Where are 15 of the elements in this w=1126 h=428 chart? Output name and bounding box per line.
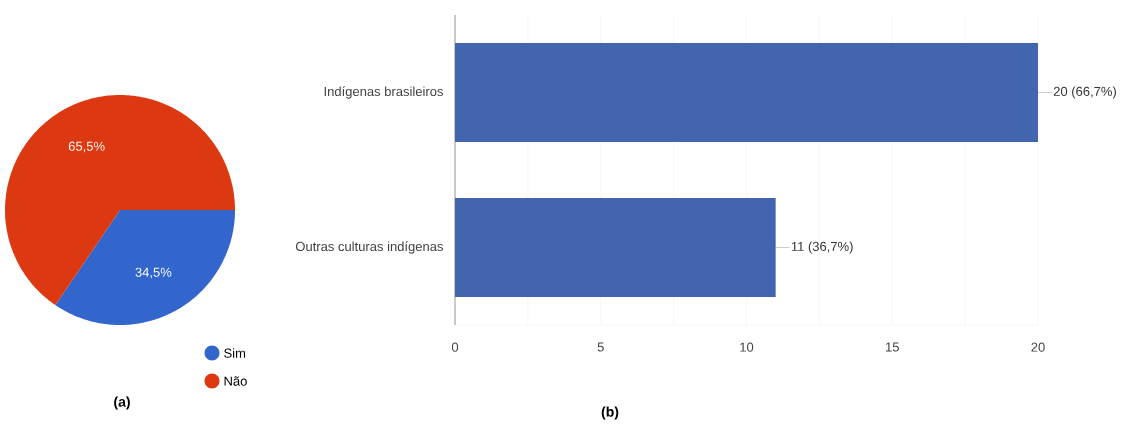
- data-label: 11 (36,7%): [791, 241, 853, 254]
- text: (b): [601, 406, 619, 420]
- y-tick-label: Outras culturas indígenas: [295, 241, 443, 254]
- legend-label: Não: [224, 376, 247, 386]
- data-label: 34,5%: [135, 267, 172, 279]
- legend-label: Sim: [224, 348, 246, 358]
- x-tick-label: 10: [740, 342, 754, 352]
- x-tick-label: 0: [451, 342, 459, 352]
- data-label: 20 (66,7%): [1053, 86, 1116, 99]
- data-label: 65,5%: [68, 141, 105, 153]
- x-tick-label: 5: [597, 342, 604, 352]
- x-tick-label: 15: [886, 342, 899, 352]
- y-tick-label: Indígenas brasileiros: [324, 86, 443, 99]
- text: (a): [114, 396, 130, 410]
- x-tick-label: 20: [1031, 342, 1045, 352]
